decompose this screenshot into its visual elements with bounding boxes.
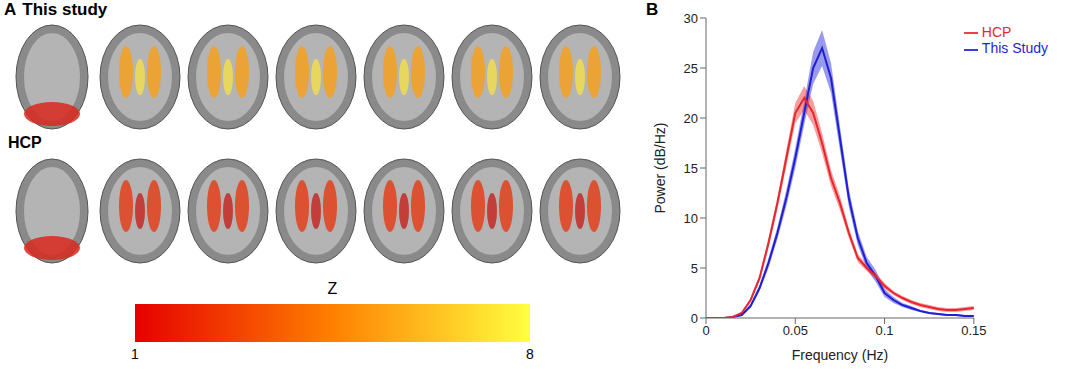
svg-text:0.1: 0.1 (876, 323, 894, 338)
html-text:This Study: This Study (981, 40, 1048, 57)
svg-text:10: 10 (684, 211, 698, 226)
svg-text:0.05: 0.05 (783, 323, 808, 338)
html-text:B: B (646, 0, 659, 19)
html-text:8: 8 (526, 346, 534, 362)
html-text:A This study: A This study (4, 0, 108, 19)
svg-text:20: 20 (684, 111, 698, 126)
svg-text:Power (dB/Hz): Power (dB/Hz) (652, 122, 668, 213)
svg-text:0: 0 (691, 311, 698, 326)
svg-text:0: 0 (702, 323, 709, 338)
html-text:HCP: HCP (981, 24, 1012, 40)
html-text:1: 1 (131, 346, 139, 362)
svg-text:0.15: 0.15 (961, 323, 986, 338)
html-text:HCP: HCP (8, 134, 42, 151)
svg-text:Frequency (Hz): Frequency (Hz) (792, 347, 888, 363)
svg-text:30: 30 (684, 11, 698, 26)
svg-text:25: 25 (684, 61, 698, 76)
svg-text:5: 5 (691, 261, 698, 276)
svg-text:15: 15 (684, 161, 698, 176)
html-text:Z: Z (327, 280, 338, 297)
